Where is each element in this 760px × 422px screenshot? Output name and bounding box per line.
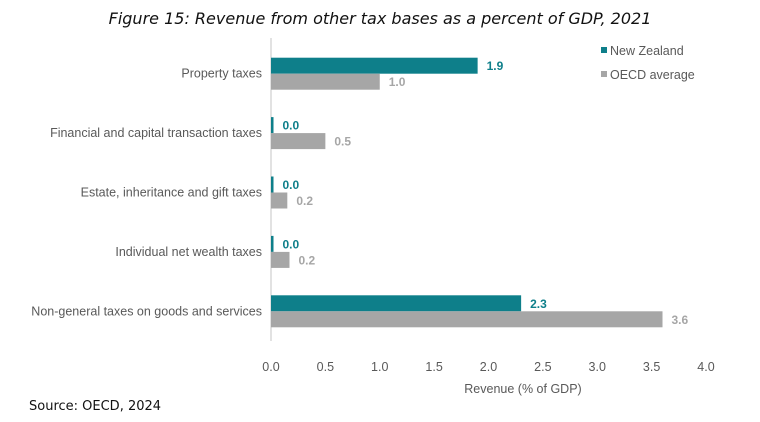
- bar-new-zealand: [271, 235, 274, 252]
- x-tick-label: 2.0: [480, 360, 497, 374]
- x-tick-label: 2.5: [534, 360, 551, 374]
- bar-new-zealand: [271, 176, 274, 193]
- x-axis-label: Revenue (% of GDP): [464, 382, 581, 396]
- bar-oecd-average: [271, 251, 290, 268]
- legend-swatch: [601, 71, 607, 77]
- category-label: Financial and capital transaction taxes: [50, 126, 262, 140]
- bar-new-zealand: [271, 57, 478, 74]
- bar-oecd-average: [271, 192, 288, 209]
- legend-label: New Zealand: [610, 44, 684, 58]
- legend-swatch: [601, 47, 607, 53]
- category-label: Individual net wealth taxes: [115, 245, 262, 259]
- source-note: Source: OECD, 2024: [29, 399, 162, 414]
- bar-oecd-average: [271, 311, 663, 328]
- data-label-oecd-average: 3.6: [672, 313, 689, 327]
- data-label-new-zealand: 0.0: [283, 119, 300, 133]
- category-label: Estate, inheritance and gift taxes: [81, 186, 262, 200]
- bar-oecd-average: [271, 133, 326, 150]
- x-tick-label: 3.5: [643, 360, 660, 374]
- data-label-oecd-average: 0.2: [298, 253, 315, 267]
- bar-new-zealand: [271, 295, 522, 312]
- x-tick-label: 3.0: [589, 360, 606, 374]
- data-label-oecd-average: 1.0: [389, 75, 406, 89]
- data-label-new-zealand: 2.3: [530, 297, 547, 311]
- legend-label: OECD average: [610, 68, 695, 82]
- category-label: Non-general taxes on goods and services: [31, 304, 262, 318]
- data-label-new-zealand: 1.9: [487, 59, 504, 73]
- data-label-oecd-average: 0.2: [296, 194, 313, 208]
- data-label-new-zealand: 0.0: [283, 178, 300, 192]
- x-tick-label: 0.5: [317, 360, 334, 374]
- x-tick-label: 0.0: [262, 360, 279, 374]
- data-label-new-zealand: 0.0: [283, 237, 300, 251]
- bar-oecd-average: [271, 73, 380, 90]
- x-tick-label: 1.0: [371, 360, 388, 374]
- data-label-oecd-average: 0.5: [334, 135, 351, 149]
- bar-new-zealand: [271, 117, 274, 134]
- category-label: Property taxes: [181, 67, 262, 81]
- chart-title: Figure 15: Revenue from other tax bases …: [108, 9, 652, 28]
- x-tick-label: 1.5: [425, 360, 442, 374]
- x-tick-label: 4.0: [697, 360, 714, 374]
